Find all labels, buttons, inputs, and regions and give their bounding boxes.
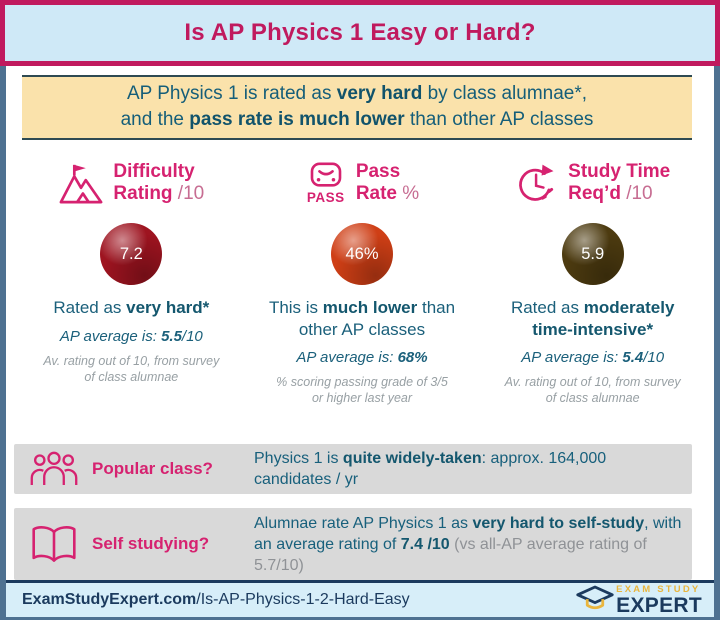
pass-rate-circle: 46% bbox=[331, 223, 393, 286]
content-area: AP Physics 1 is rated as very hard by cl… bbox=[6, 66, 714, 581]
pass-stamp-label: PASS bbox=[306, 190, 345, 206]
subtitle-line-1: AP Physics 1 is rated as very hard by cl… bbox=[126, 83, 588, 104]
study-time-circle: 5.9 bbox=[561, 223, 624, 286]
subtitle-banner: AP Physics 1 is rated as very hard by cl… bbox=[22, 75, 692, 141]
study-time-average: AP average is: 5.4/10 bbox=[521, 348, 665, 366]
title-band: Is AP Physics 1 Easy or Hard? bbox=[0, 0, 720, 66]
difficulty-header: Difficulty Rating /10 bbox=[16, 156, 247, 210]
footer-url[interactable]: ExamStudyExpert.com/Is-AP-Physics-1-2-Ha… bbox=[22, 591, 410, 609]
stat-columns: Difficulty Rating /10 7.2 Rated as very … bbox=[6, 140, 714, 432]
pass-rate-text: This is much lower than other AP classes bbox=[268, 298, 456, 339]
difficulty-heading: Difficulty Rating /10 bbox=[113, 160, 205, 205]
footer-bar: ExamStudyExpert.com/Is-AP-Physics-1-2-Ha… bbox=[6, 580, 714, 618]
open-book-icon bbox=[30, 523, 78, 565]
self-studying-text: Alumnae rate AP Physics 1 as very hard t… bbox=[254, 514, 682, 574]
difficulty-footnote: Av. rating out of 10, from survey of cla… bbox=[43, 353, 220, 385]
brand-logo: EXAM STUDY EXPERT bbox=[576, 584, 702, 616]
pass-rate-footnote: % scoring passing grade of 3/5 or higher… bbox=[276, 374, 448, 406]
pass-rate-header: PASS Pass Rate % bbox=[247, 156, 478, 210]
brand-logo-text: EXAM STUDY EXPERT bbox=[616, 583, 702, 618]
mountain-flag-icon bbox=[58, 161, 104, 205]
pass-rate-column: PASS Pass Rate % 46% This is much lower … bbox=[247, 156, 478, 432]
pass-rate-heading: Pass Rate % bbox=[355, 160, 420, 205]
popular-class-row: Popular class? Physics 1 is quite widely… bbox=[14, 444, 692, 495]
subtitle-line-2: and the pass rate is much lower than oth… bbox=[120, 108, 594, 130]
self-studying-row: Self studying? Alumnae rate AP Physics 1… bbox=[14, 508, 692, 581]
study-time-footnote: Av. rating out of 10, from survey of cla… bbox=[504, 374, 681, 406]
difficulty-rating-text: Rated as very hard* bbox=[53, 298, 210, 318]
clock-arrow-icon bbox=[515, 161, 559, 205]
people-icon bbox=[30, 450, 78, 488]
study-time-heading: Study Time Req’d /10 bbox=[568, 160, 671, 205]
page-title: Is AP Physics 1 Easy or Hard? bbox=[184, 19, 536, 46]
difficulty-average: AP average is: 5.5/10 bbox=[59, 327, 203, 345]
grad-cap-icon bbox=[576, 584, 614, 616]
popular-class-text: Physics 1 is quite widely-taken: approx.… bbox=[254, 450, 607, 489]
difficulty-column: Difficulty Rating /10 7.2 Rated as very … bbox=[16, 156, 247, 432]
study-time-text: Rated as moderately time-intensive* bbox=[510, 298, 675, 339]
study-time-header: Study Time Req’d /10 bbox=[477, 156, 708, 210]
popular-class-label: Popular class? bbox=[92, 459, 213, 479]
self-studying-label: Self studying? bbox=[92, 534, 210, 554]
pass-rate-average: AP average is: 68% bbox=[296, 348, 428, 366]
study-time-column: Study Time Req’d /10 5.9 Rated as modera… bbox=[477, 156, 708, 432]
pass-stamp-icon: PASS bbox=[305, 162, 347, 205]
difficulty-score-circle: 7.2 bbox=[100, 223, 163, 286]
